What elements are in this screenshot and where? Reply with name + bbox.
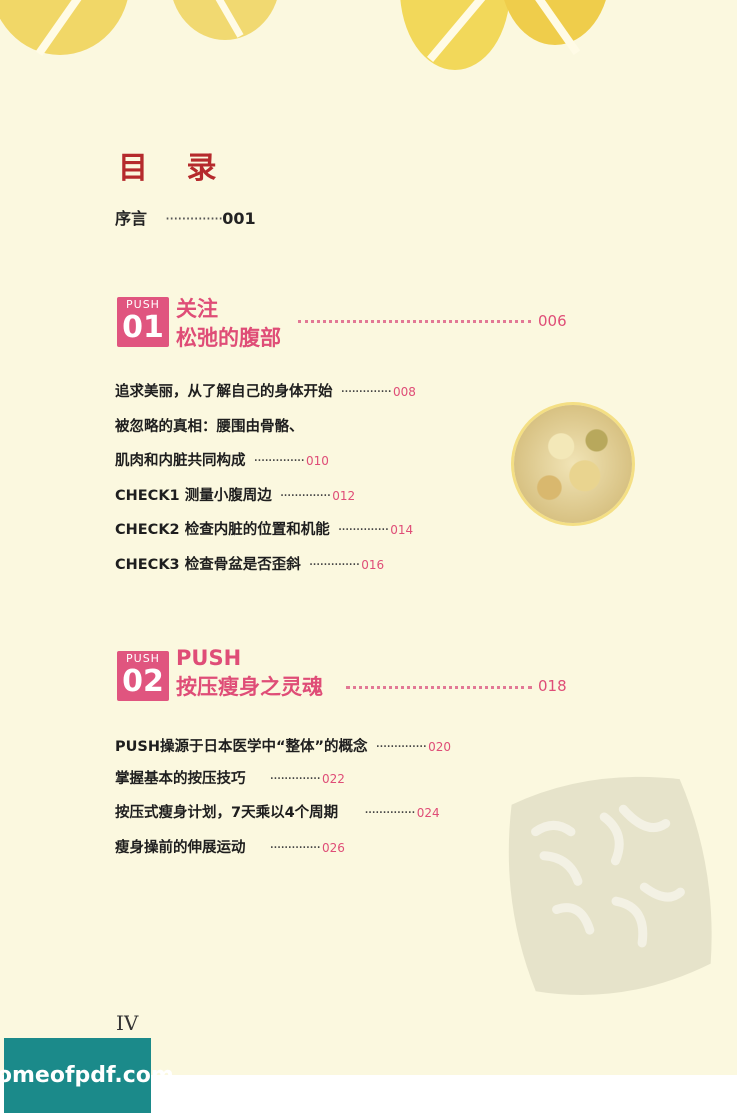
toc-entry[interactable]: 被忽略的真相：腰围由骨骼、: [115, 415, 304, 436]
section-title-line: 按压瘦身之灵魂: [176, 673, 323, 702]
entry-page: 016: [361, 558, 384, 572]
entry-page: 001: [222, 209, 255, 228]
toc-entry[interactable]: CHECK3 检查骨盆是否歪斜 ·············· 016: [115, 553, 384, 574]
entry-page: 008: [393, 385, 416, 399]
section-title-line: 关注: [176, 295, 281, 324]
section-page: 006: [538, 312, 567, 330]
page-title: 目 录: [118, 143, 230, 187]
entry-text: 掌握基本的按压技巧: [115, 771, 246, 787]
entry-page: 012: [332, 489, 355, 503]
entry-page: 010: [306, 454, 329, 468]
entry-text: 被忽略的真相：腰围由骨骼、: [115, 419, 304, 435]
section-leader-dots: [298, 320, 531, 323]
page-number: IV: [116, 1011, 138, 1035]
leader-dots: ··············: [254, 453, 305, 469]
toc-page: 目 录 序言 ··············001 PUSH 01 关注 松弛的腹部…: [0, 0, 737, 1075]
entry-text: 瘦身操前的伸展运动: [115, 840, 246, 856]
section-title[interactable]: PUSH 按压瘦身之灵魂: [176, 644, 323, 702]
entry-label: 序言: [115, 209, 147, 228]
entry-text: 追求美丽，从了解自己的身体开始: [115, 384, 333, 400]
entry-page: 024: [417, 806, 440, 820]
toc-entry[interactable]: 掌握基本的按压技巧 ·············· 022: [115, 767, 345, 788]
entry-text: 按压式瘦身计划，7天乘以4个周期: [115, 805, 338, 821]
toc-entry[interactable]: 按压式瘦身计划，7天乘以4个周期 ·············· 024: [115, 801, 440, 822]
leader-dots: ··············: [341, 384, 392, 400]
badge-number: 01: [117, 309, 169, 347]
section-page: 018: [538, 677, 567, 695]
flower-photo: [514, 405, 632, 523]
leader-dots: ··············: [280, 488, 331, 504]
entry-page: 026: [322, 841, 345, 855]
toc-entry[interactable]: 追求美丽，从了解自己的身体开始 ·············· 008: [115, 380, 416, 401]
entry-text: CHECK2 检查内脏的位置和机能: [115, 522, 330, 538]
section-badge: PUSH 02: [117, 651, 169, 701]
section-title[interactable]: 关注 松弛的腹部: [176, 295, 281, 353]
section-badge: PUSH 01: [117, 297, 169, 347]
leader-dots: ··············: [376, 739, 427, 755]
badge-number: 02: [117, 663, 169, 701]
seal-stamp: [489, 759, 729, 1016]
entry-text: 肌肉和内脏共同构成: [115, 453, 246, 469]
entry-page: 014: [390, 523, 413, 537]
toc-entry-preface[interactable]: 序言 ··············001: [115, 205, 256, 229]
toc-entry[interactable]: CHECK2 检查内脏的位置和机能 ·············· 014: [115, 518, 413, 539]
section-leader-dots: [346, 686, 532, 689]
leader-dots: ··············: [338, 522, 389, 538]
toc-entry[interactable]: PUSH操源于日本医学中“整体”的概念 ·············· 020: [115, 735, 451, 756]
toc-entry[interactable]: CHECK1 测量小腹周边 ·············· 012: [115, 484, 355, 505]
entry-page: 022: [322, 772, 345, 786]
leader-dots: ··············: [270, 840, 321, 856]
toc-entry[interactable]: 瘦身操前的伸展运动 ·············· 026: [115, 836, 345, 857]
leader-dots: ··············: [165, 209, 222, 228]
leader-dots: ··············: [309, 557, 360, 573]
entry-text: CHECK3 检查骨盆是否歪斜: [115, 557, 301, 573]
section-title-line: PUSH: [176, 644, 323, 673]
leader-dots: ··············: [364, 805, 415, 821]
section-title-line: 松弛的腹部: [176, 324, 281, 353]
entry-page: 020: [428, 740, 451, 754]
leader-dots: ··············: [270, 771, 321, 787]
entry-text: PUSH操源于日本医学中“整体”的概念: [115, 739, 368, 755]
entry-text: CHECK1 测量小腹周边: [115, 488, 272, 504]
watermark-banner[interactable]: homeofpdf.com: [4, 1038, 151, 1113]
toc-entry[interactable]: 肌肉和内脏共同构成 ·············· 010: [115, 449, 329, 470]
